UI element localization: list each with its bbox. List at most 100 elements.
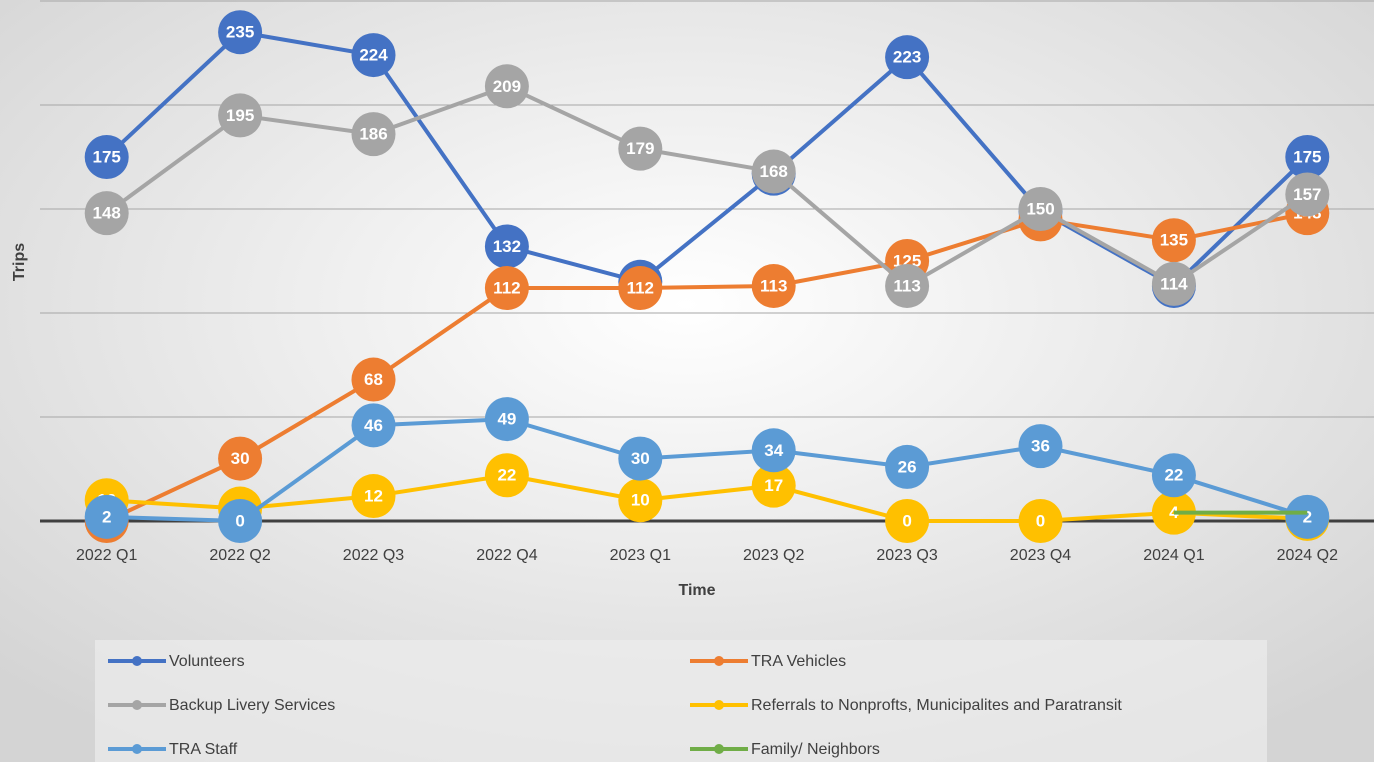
data-label: 157 (1293, 185, 1321, 204)
x-axis-title: Time (678, 582, 715, 599)
data-label: 175 (1293, 147, 1321, 166)
data-label: 46 (364, 416, 383, 435)
data-label: 30 (231, 449, 250, 468)
legend-label: Family/ Neighbors (751, 741, 880, 758)
legend-marker (714, 656, 724, 666)
data-label: 0 (902, 511, 911, 530)
data-label: 17 (764, 476, 783, 495)
data-label: 135 (1160, 231, 1188, 250)
data-point (218, 10, 263, 55)
data-label: 150 (1026, 199, 1054, 218)
data-point (218, 436, 263, 481)
data-label: 34 (764, 441, 783, 460)
data-point (84, 135, 129, 179)
data-label: 49 (497, 410, 516, 429)
data-label: 112 (493, 279, 520, 298)
data-point (84, 191, 129, 236)
data-label: 10 (631, 491, 650, 510)
data-label: 22 (497, 466, 516, 485)
data-point (1151, 453, 1196, 498)
x-tick-label: 2023 Q2 (743, 547, 804, 564)
data-point (1018, 187, 1063, 231)
data-label: 195 (226, 106, 254, 125)
data-point (618, 126, 663, 171)
data-point (751, 428, 796, 473)
data-point (885, 263, 930, 308)
data-label: 113 (760, 276, 787, 295)
x-tick-label: 2023 Q4 (1010, 547, 1071, 564)
legend-marker (132, 656, 142, 666)
data-label: 113 (893, 276, 920, 295)
x-tick-label: 2022 Q2 (209, 547, 270, 564)
data-label: 26 (898, 457, 917, 476)
data-point (1285, 135, 1330, 179)
data-label: 209 (493, 77, 521, 96)
series-line (106, 417, 1308, 524)
data-point (751, 263, 796, 308)
legend-marker (714, 700, 724, 710)
data-label: 179 (626, 139, 654, 158)
data-point (351, 357, 396, 402)
data-point (351, 474, 396, 519)
data-label: 22 (1164, 466, 1183, 485)
data-label: 0 (235, 511, 244, 530)
data-point (885, 444, 930, 489)
legend-marker (132, 744, 142, 754)
data-point (218, 499, 263, 543)
data-label: 12 (364, 487, 383, 506)
data-label: 36 (1031, 437, 1050, 456)
data-point (885, 499, 930, 543)
data-point (1018, 424, 1063, 469)
x-tick-label: 2024 Q2 (1277, 547, 1338, 564)
series-line (105, 211, 1308, 523)
legend-label: Backup Livery Services (169, 697, 335, 714)
legend-marker (714, 744, 724, 754)
data-label: 30 (631, 449, 650, 468)
data-point (218, 93, 263, 138)
x-tick-label: 2022 Q4 (476, 547, 537, 564)
data-point (484, 266, 529, 311)
x-tick-label: 2023 Q3 (876, 547, 937, 564)
data-point (84, 494, 129, 539)
data-point (1151, 218, 1196, 263)
data-point (351, 403, 396, 448)
data-label: 132 (493, 237, 521, 256)
y-axis-title: Trips (11, 243, 28, 281)
legend-label: Volunteers (169, 653, 245, 670)
data-point (1285, 494, 1330, 539)
data-point (484, 64, 529, 109)
data-point (1285, 172, 1330, 217)
data-point (751, 149, 796, 194)
data-point (618, 478, 663, 523)
data-label: 223 (893, 48, 921, 67)
data-label: 235 (226, 23, 254, 42)
data-label: 0 (1036, 511, 1045, 530)
data-point (351, 112, 396, 157)
legend-box (95, 640, 1267, 762)
data-label: 114 (1160, 274, 1188, 293)
data-point (484, 224, 529, 269)
legend-label: TRA Staff (169, 741, 238, 758)
x-tick-label: 2024 Q1 (1143, 547, 1204, 564)
series-line (105, 84, 1309, 289)
data-point (618, 266, 663, 311)
data-label: 148 (93, 204, 121, 223)
data-label: 186 (359, 125, 387, 144)
data-label: 224 (359, 46, 388, 65)
data-point (751, 463, 796, 508)
data-label: 175 (93, 147, 121, 166)
legend-label: Referrals to Nonprofts, Municipalites an… (751, 697, 1122, 714)
data-label: 168 (760, 162, 788, 181)
data-point (484, 453, 529, 498)
data-point (1018, 499, 1063, 543)
data-point (885, 35, 930, 80)
data-point (351, 33, 396, 78)
data-point (1151, 261, 1196, 306)
data-label: 68 (364, 370, 383, 389)
x-tick-label: 2023 Q1 (610, 547, 671, 564)
data-point (618, 436, 663, 481)
legend-label: TRA Vehicles (751, 653, 846, 670)
data-label: 112 (627, 279, 654, 298)
data-label: 2 (1303, 507, 1312, 526)
